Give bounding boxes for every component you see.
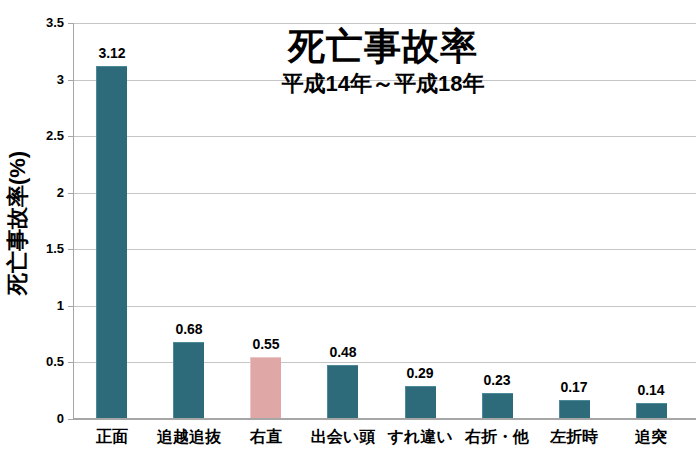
x-axis-line (73, 418, 696, 420)
y-tick-label: 0.5 (20, 354, 64, 370)
y-tick-label: 1 (20, 298, 64, 314)
gridline (73, 362, 696, 363)
y-tick-label: 3 (20, 72, 64, 88)
bar (173, 342, 204, 419)
bar-value-label: 0.48 (311, 343, 375, 361)
chart-subtitle: 平成14年～平成18年 (133, 70, 633, 98)
bar-value-label: 0.23 (465, 371, 529, 389)
gridline (73, 193, 696, 194)
x-category-label: 追突 (605, 427, 697, 447)
gridline (73, 306, 696, 307)
y-tick-label: 2.5 (20, 128, 64, 144)
gridline (73, 249, 696, 250)
chart-title: 死亡事故率 (133, 24, 633, 70)
y-axis-label: 死亡事故率(%) (3, 73, 33, 373)
gridline (73, 136, 696, 137)
bar-value-label: 0.55 (234, 335, 298, 353)
bar (559, 400, 590, 419)
y-tick-label: 2 (20, 185, 64, 201)
bar-chart: 死亡事故率 平成14年～平成18年 死亡事故率(%) 0 0.5 1 1.5 2 2.5 3… (0, 0, 700, 464)
bar-value-label: 3.12 (80, 44, 144, 62)
y-tick-label: 3.5 (20, 15, 64, 31)
bar-value-label: 0.14 (619, 381, 683, 399)
bar (96, 66, 127, 419)
gridline (73, 23, 696, 24)
chart-title-block: 死亡事故率 平成14年～平成18年 (133, 24, 633, 98)
y-axis-line (73, 23, 74, 419)
y-tick-label: 0 (20, 411, 64, 427)
bar (327, 365, 358, 419)
bar (636, 403, 667, 419)
bar (482, 393, 513, 419)
bar (405, 386, 436, 419)
y-tick-label: 1.5 (20, 241, 64, 257)
gridline (73, 80, 696, 81)
bar (250, 357, 281, 419)
bar-value-label: 0.29 (388, 364, 452, 382)
bar-value-label: 0.68 (157, 320, 221, 338)
bar-value-label: 0.17 (542, 378, 606, 396)
